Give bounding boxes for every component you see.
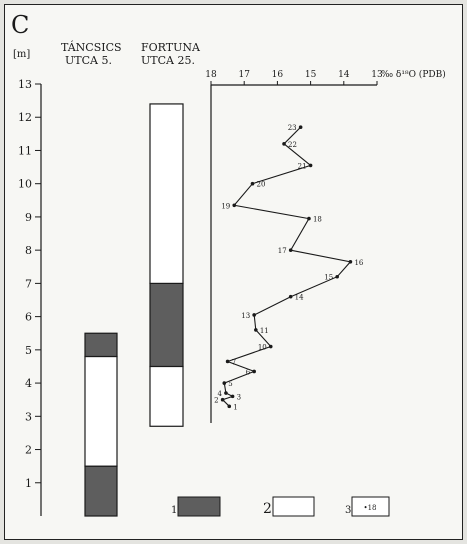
isotope-point-label: 16 xyxy=(354,259,363,267)
isotope-point-label: 5 xyxy=(228,380,232,388)
isotope-point-label: 20 xyxy=(257,181,266,189)
depth-tick-label: 11 xyxy=(18,144,32,157)
isotope-tick-label: 17 xyxy=(238,70,250,80)
isotope-data-point xyxy=(268,344,273,349)
isotope-data-point xyxy=(222,381,227,385)
depth-tick-label: 9 xyxy=(25,211,32,224)
column-interval-filled xyxy=(84,332,118,358)
depth-tick-label: 5 xyxy=(25,344,32,357)
isotope-tick-label: 18 xyxy=(205,70,217,80)
isotope-point-label: 14 xyxy=(295,294,304,302)
isotope-point-label: 21 xyxy=(298,162,307,170)
isotope-point-label: 15 xyxy=(324,274,333,282)
column2-name-line2: UTCA 25. xyxy=(141,54,195,67)
isotope-axis-title: ‰ δ¹⁸O (PDB) xyxy=(381,69,446,80)
depth-tick-label: 1 xyxy=(25,477,32,490)
isotope-data-point xyxy=(298,125,303,129)
depth-tick-label: 3 xyxy=(25,410,32,423)
depth-tick-label: 12 xyxy=(18,111,32,124)
isotope-tick-label: 16 xyxy=(272,70,284,80)
legend-number-1: 1 xyxy=(171,505,177,516)
depth-tick-label: 13 xyxy=(18,78,32,91)
isotope-tick-label: 13 xyxy=(371,70,383,80)
unit-label: [m] xyxy=(13,49,30,60)
depth-tick-label: 2 xyxy=(25,444,32,457)
depth-tick-label: 10 xyxy=(18,178,32,191)
depth-tick-label: 4 xyxy=(25,377,32,390)
isotope-plot: 18 17 16 15 14 13‰ δ¹⁸O (PDB)12 34567101113141… xyxy=(205,69,446,423)
depth-tick-label: 7 xyxy=(25,277,32,290)
isotope-data-point xyxy=(225,359,230,364)
column2-name-line1: FORTUNA xyxy=(141,41,201,54)
isotope-point-label: 2 xyxy=(214,397,218,405)
column-interval-empty xyxy=(84,355,118,467)
column1-name-line2: UTCA 5. xyxy=(65,54,112,67)
column-interval-filled xyxy=(84,465,118,517)
column1-name-line1: TÁNCSICS xyxy=(61,40,122,54)
figure-panel: C [m] TÁNCSICS UTCA 5. FORTUNA UTCA 25. … xyxy=(4,4,463,540)
isotope-data-point xyxy=(220,397,225,402)
isotope-series-line xyxy=(221,126,352,407)
legend-number-3: 3 xyxy=(345,505,351,516)
isotope-point-label: 19 xyxy=(221,202,230,210)
isotope-tick-label: 14 xyxy=(338,70,350,80)
isotope-tick-label: 15 xyxy=(305,70,317,80)
isotope-data-point xyxy=(288,248,293,252)
depth-tick-label: 6 xyxy=(25,311,32,324)
column-interval-filled xyxy=(149,282,184,368)
isotope-point-label: 13 xyxy=(241,312,250,320)
isotope-data-point xyxy=(308,163,313,168)
isotope-point-label: 18 xyxy=(313,216,322,224)
isotope-data-point xyxy=(252,369,256,374)
isotope-data-point xyxy=(254,328,258,332)
isotope-data-point xyxy=(230,394,235,399)
legend-swatch-point xyxy=(351,496,390,517)
isotope-data-point xyxy=(227,404,232,409)
column-interval-empty xyxy=(149,103,184,284)
isotope-point-label: 4 xyxy=(217,390,222,398)
panel-label: C xyxy=(11,11,29,39)
legend-point-text: •18 xyxy=(363,504,376,512)
isotope-data-point xyxy=(348,259,353,264)
legend: 1 2 3 •18 xyxy=(171,496,390,517)
isotope-data-point xyxy=(224,391,228,395)
isotope-point-label: 11 xyxy=(260,327,269,335)
isotope-data-point xyxy=(282,142,286,146)
isotope-point-label: 6 xyxy=(246,368,251,376)
figure-svg: C [m] TÁNCSICS UTCA 5. FORTUNA UTCA 25. … xyxy=(11,11,446,517)
depth-tick-label: 8 xyxy=(25,244,32,257)
isotope-point-label: 22 xyxy=(288,141,297,149)
isotope-point-label: 3 xyxy=(237,393,241,401)
isotope-point-label: 1 xyxy=(233,403,237,411)
isotope-point-label: 23 xyxy=(288,124,297,132)
isotope-point-label: 10 xyxy=(258,344,267,352)
stratigraphic-columns xyxy=(84,103,184,517)
isotope-data-point xyxy=(252,313,256,317)
column-interval-empty xyxy=(149,365,184,427)
legend-swatch-empty xyxy=(272,496,315,517)
isotope-point-label: 7 xyxy=(232,358,236,366)
isotope-data-point xyxy=(250,181,255,186)
isotope-point-label: 17 xyxy=(278,247,287,255)
isotope-data-point xyxy=(335,274,339,279)
isotope-data-point xyxy=(307,216,311,221)
legend-number-2: 2 xyxy=(263,501,272,517)
isotope-data-point xyxy=(288,294,293,299)
isotope-data-point xyxy=(232,203,237,208)
legend-swatch-filled xyxy=(177,496,221,517)
